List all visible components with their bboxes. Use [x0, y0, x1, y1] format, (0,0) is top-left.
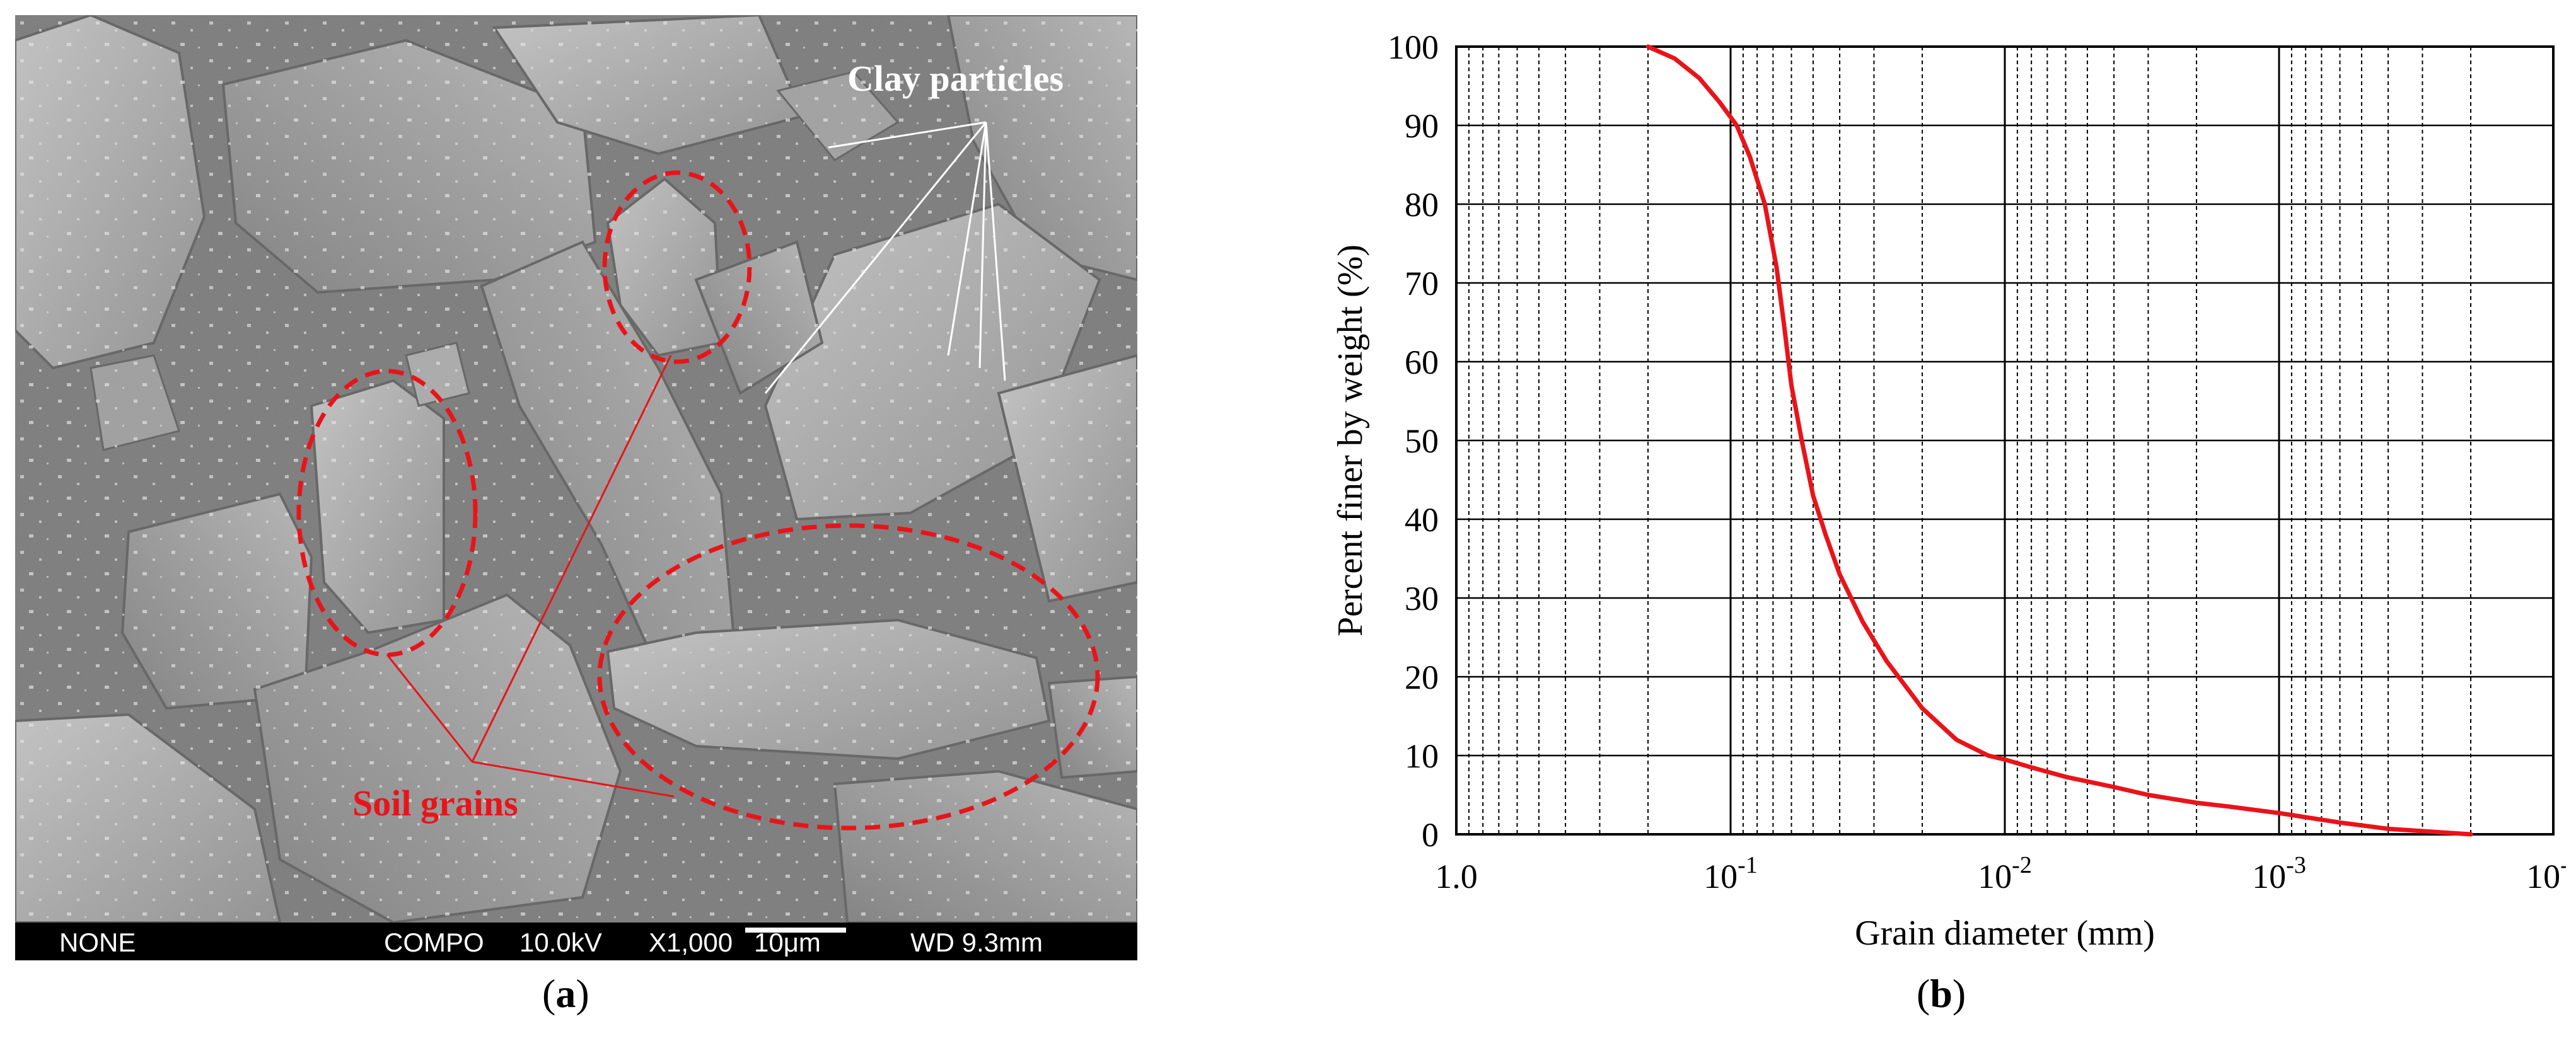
chart-axes: 0 10 20 30 40 50 60 70 80 90 100 1.0 10-1 10-2 10-3 10-… — [1388, 28, 2576, 895]
info-mode: COMPO — [384, 928, 484, 957]
y-tick-label: 10 — [1405, 737, 1439, 775]
y-tick-label: 80 — [1405, 186, 1439, 224]
y-tick-label: 70 — [1405, 265, 1439, 302]
sem-micrograph: Clay particles Soil grains NONE COMPO 10… — [14, 13, 1139, 960]
y-tick-label: 0 — [1422, 816, 1439, 854]
chart-grid — [1456, 47, 2553, 834]
y-tick-label: 60 — [1405, 343, 1439, 381]
y-tick-label: 90 — [1405, 107, 1439, 145]
particle-field — [14, 13, 1139, 960]
x-tick-label: 10-1 — [1703, 852, 1758, 895]
y-axis-label: Percent finer by weight (%) — [1331, 244, 1370, 636]
caption-a: (a) — [542, 971, 589, 1016]
info-working-distance: WD 9.3mm — [910, 928, 1043, 957]
info-voltage: 10.0kV — [519, 928, 602, 957]
y-tick-label: 100 — [1388, 28, 1439, 66]
y-tick-label: 20 — [1405, 659, 1439, 696]
plot-frame — [1455, 45, 2555, 836]
clay-particles-label: Clay particles — [847, 58, 1064, 99]
clay-particle-pointers — [764, 121, 1006, 394]
chart-panel: 0 10 20 30 40 50 60 70 80 90 100 1.0 10-1 10-2 10-3 10-… — [1299, 15, 2576, 1023]
x-axis-label: Grain diameter (mm) — [1855, 914, 2155, 953]
grading-curve — [1645, 44, 2473, 837]
x-tick-label: 1.0 — [1435, 858, 1478, 895]
chart-series — [1645, 44, 2473, 837]
x-tick-label: 10-2 — [1978, 852, 2032, 895]
scale-bar — [745, 928, 846, 933]
info-magnification: X1,000 — [649, 928, 733, 957]
x-tick-label: 10-4 — [2526, 852, 2566, 895]
y-tick-label: 30 — [1405, 580, 1439, 618]
info-signal: NONE — [59, 928, 136, 957]
soil-grain-markers — [296, 170, 1100, 831]
y-tick-label: 40 — [1405, 501, 1439, 539]
sem-info-bar — [15, 923, 1137, 960]
soil-grains-label: Soil grains — [352, 783, 518, 824]
caption-b: (b) — [1917, 971, 1966, 1016]
y-tick-label: 50 — [1405, 422, 1439, 460]
soil-grain-pointers — [386, 355, 675, 798]
x-tick-label: 10-3 — [2252, 852, 2306, 895]
sem-panel: Clay particles Soil grains NONE COMPO 10… — [14, 13, 1139, 960]
grading-chart: 0 10 20 30 40 50 60 70 80 90 100 1.0 10-1 10-2 10-3 10-… — [1331, 28, 2576, 953]
